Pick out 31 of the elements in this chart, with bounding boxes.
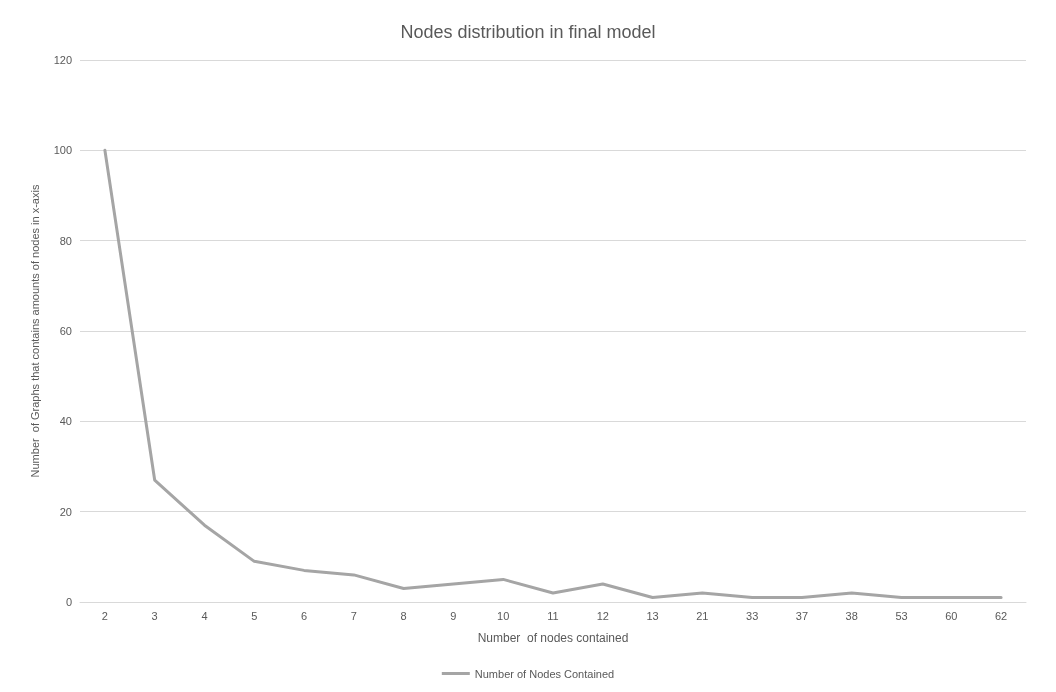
x-tick-label: 2 xyxy=(101,609,108,622)
x-tick-label: 11 xyxy=(547,609,559,622)
x-tick-label: 60 xyxy=(945,609,958,622)
x-tick-label: 7 xyxy=(350,609,357,622)
x-tick-label: 5 xyxy=(251,609,258,622)
chart-title: Nodes distribution in final model xyxy=(400,22,656,42)
y-tick-label: 20 xyxy=(59,505,72,518)
x-tick-label: 6 xyxy=(300,609,308,622)
x-tick-label: 10 xyxy=(497,609,510,622)
x-tick-label: 53 xyxy=(895,609,908,622)
x-tick-label: 62 xyxy=(994,609,1008,622)
x-tick-label: 13 xyxy=(646,609,659,622)
x-tick-label: 3 xyxy=(151,609,158,622)
x-tick-label: 37 xyxy=(795,609,809,622)
x-tick-label: 38 xyxy=(845,609,858,622)
x-tick-label: 8 xyxy=(400,609,407,622)
x-tick-label: 12 xyxy=(596,609,609,622)
y-tick-label: 100 xyxy=(53,144,72,157)
y-tick-label: 40 xyxy=(59,415,72,428)
x-tick-label: 21 xyxy=(696,609,709,622)
line-series xyxy=(103,148,1003,599)
x-tick-label: 33 xyxy=(746,609,759,622)
legend-label: Number of Nodes Contained xyxy=(474,667,615,680)
y-tick-label: 80 xyxy=(59,234,72,247)
y-tick-label: 0 xyxy=(65,596,72,608)
x-tick-label: 4 xyxy=(201,609,208,622)
y-axis-title: Number of Graphs that contains amounts of nodes in x-axis xyxy=(28,184,41,478)
x-tick-label: 9 xyxy=(450,609,457,622)
y-tick-label: 120 xyxy=(53,54,72,66)
x-axis-title: Number of nodes contained xyxy=(477,631,629,645)
y-tick-label: 60 xyxy=(59,325,72,337)
